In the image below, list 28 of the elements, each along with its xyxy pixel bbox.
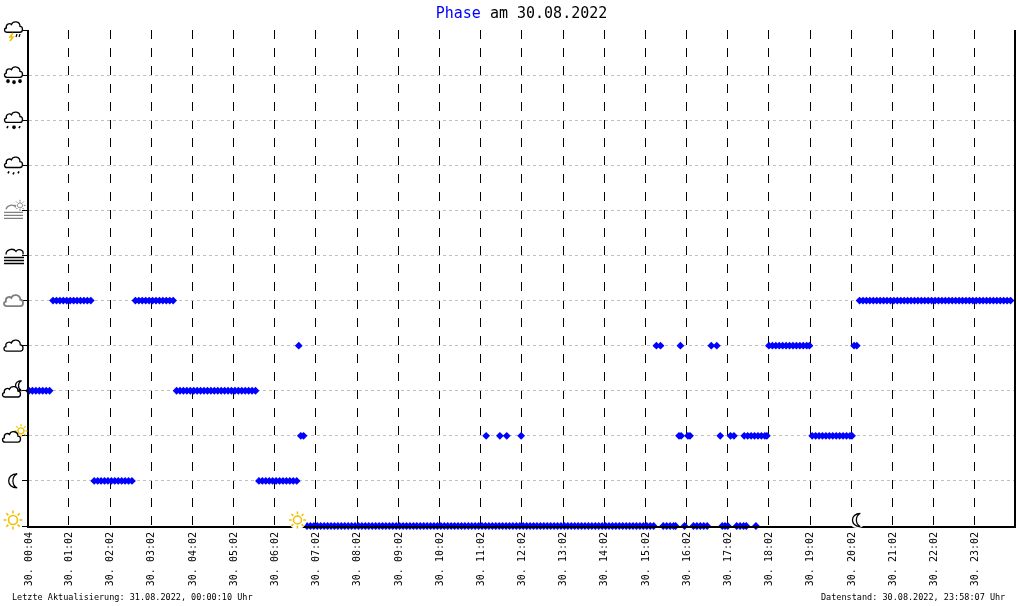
x-tick-label: 30. 09:02	[392, 532, 404, 587]
text: Letzte Aktualisierung: 31.08.2022, 00:00:10 Uhr	[12, 592, 253, 602]
x-tick-label: 30. 02:02	[104, 532, 116, 587]
x-tick-label: 30. 05:02	[227, 532, 239, 587]
x-tick-label: 30. 00:04	[23, 532, 35, 587]
x-tick-label: 30. 18:02	[763, 532, 775, 587]
x-tick-label: 30. 10:02	[433, 532, 445, 587]
x-tick-label: 30. 23:02	[969, 532, 981, 587]
text: Phase	[435, 4, 481, 23]
x-tick-label: 30. 15:02	[639, 532, 651, 587]
x-tick-label: 30. 22:02	[927, 532, 939, 587]
x-tick-label: 30. 17:02	[722, 532, 734, 587]
x-tick-label: 30. 04:02	[186, 532, 198, 587]
x-tick-label: 30. 11:02	[474, 532, 486, 587]
x-tick-label: 30. 13:02	[557, 532, 569, 587]
x-tick-label: 30. 06:02	[268, 532, 280, 587]
x-tick-label: 30. 07:02	[310, 532, 322, 587]
x-tick-label: 30. 08:02	[351, 532, 363, 587]
x-tick-label: 30. 21:02	[886, 532, 898, 587]
x-tick-label: 30. 12:02	[516, 532, 528, 587]
x-tick-label: 30. 03:02	[145, 532, 157, 587]
x-tick-label: 30. 16:02	[680, 532, 692, 587]
x-tick-label: 30. 14:02	[598, 532, 610, 587]
x-tick-label: 30. 20:02	[845, 532, 857, 587]
text: Datenstand: 30.08.2022, 23:58:07 Uhr	[821, 592, 1006, 602]
x-tick-label: 30. 01:02	[63, 532, 75, 587]
chart-title: am 30.08.2022	[489, 4, 608, 23]
x-tick-label: 30. 19:02	[804, 532, 816, 587]
